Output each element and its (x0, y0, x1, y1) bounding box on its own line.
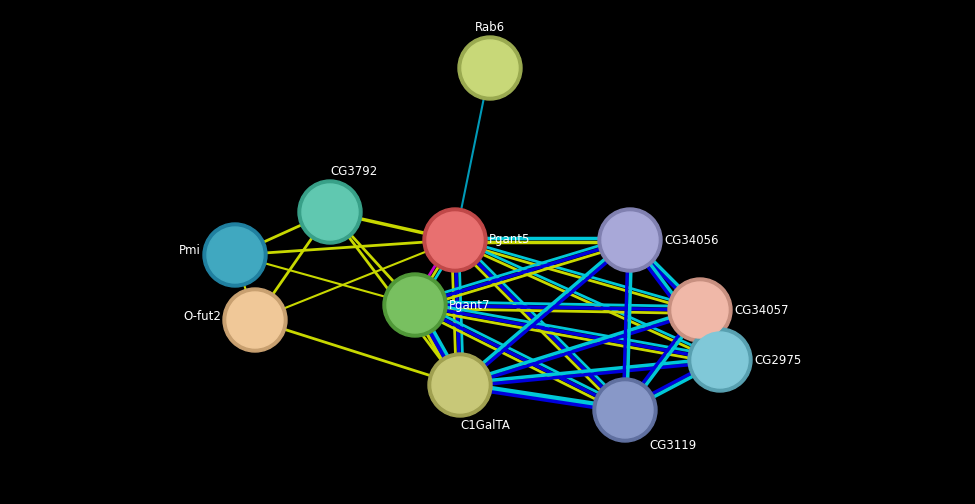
Circle shape (598, 208, 662, 272)
Text: Pgant7: Pgant7 (449, 298, 490, 311)
Circle shape (692, 332, 748, 388)
Text: Rab6: Rab6 (475, 21, 505, 34)
Text: CG34057: CG34057 (734, 303, 789, 317)
Circle shape (423, 208, 487, 272)
Text: Pgant5: Pgant5 (489, 233, 530, 246)
Circle shape (602, 212, 658, 268)
Circle shape (462, 40, 518, 96)
Circle shape (428, 353, 492, 417)
Text: CG3792: CG3792 (330, 165, 377, 178)
Circle shape (223, 288, 287, 352)
Circle shape (203, 223, 267, 287)
Circle shape (207, 227, 263, 283)
Text: Pmi: Pmi (179, 244, 201, 258)
Circle shape (672, 282, 728, 338)
Text: CG2975: CG2975 (754, 353, 801, 366)
Circle shape (227, 292, 283, 348)
Text: C1GalTA: C1GalTA (460, 419, 510, 432)
Circle shape (458, 36, 522, 100)
Circle shape (688, 328, 752, 392)
Text: CG3119: CG3119 (649, 439, 696, 452)
Circle shape (432, 357, 488, 413)
Text: CG34056: CG34056 (664, 233, 719, 246)
Circle shape (593, 378, 657, 442)
Circle shape (298, 180, 362, 244)
Circle shape (597, 382, 653, 438)
Text: O-fut2: O-fut2 (183, 309, 221, 323)
Circle shape (302, 184, 358, 240)
Circle shape (383, 273, 447, 337)
Circle shape (387, 277, 443, 333)
Circle shape (668, 278, 732, 342)
Circle shape (427, 212, 483, 268)
